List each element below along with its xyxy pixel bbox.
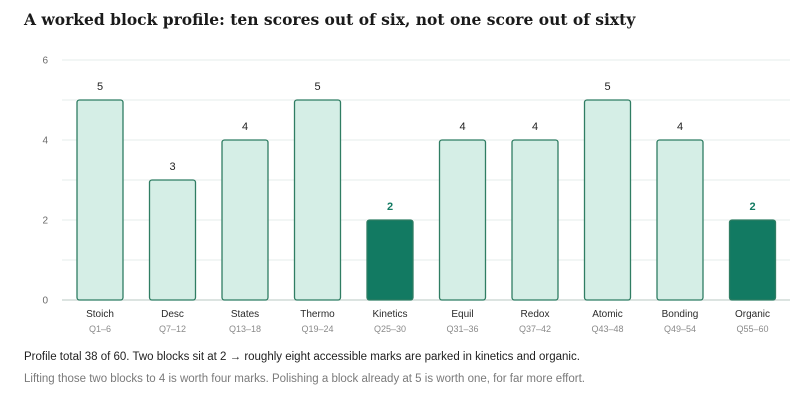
bar-value-label: 4 xyxy=(459,121,465,133)
bar-organic xyxy=(728,219,777,301)
x-category-label: Redox xyxy=(521,309,550,320)
x-question-range-label: Q37–42 xyxy=(519,324,551,334)
x-question-range-label: Q25–30 xyxy=(374,324,406,334)
block-profile-bar-chart: 0 2 4 6 5 Stoich Q1–6 3 Desc Q7–12 4 States Q13–18 5 T… xyxy=(42,56,790,334)
x-category-label: States xyxy=(231,309,259,320)
bar-stoich xyxy=(76,99,124,301)
x-category-label: Atomic xyxy=(592,309,623,320)
profile-summary-note: Profile total 38 of 60. Two blocks sit a… xyxy=(24,351,580,363)
x-question-range-label: Q31–36 xyxy=(446,324,478,334)
y-tick-label: 4 xyxy=(42,136,48,147)
x-question-range-label: Q1–6 xyxy=(89,324,111,334)
bar-thermo xyxy=(293,99,342,301)
bar-value-label: 4 xyxy=(242,121,248,133)
x-category-label: Desc xyxy=(161,309,184,320)
bar-redox xyxy=(511,139,559,301)
bar-desc xyxy=(148,179,197,301)
bar-equil xyxy=(438,139,487,301)
y-tick-label: 6 xyxy=(42,56,48,67)
bar-value-label: 5 xyxy=(604,81,610,93)
bar-kinetics xyxy=(366,219,414,301)
x-category-label: Thermo xyxy=(300,309,335,320)
bar-value-label: 2 xyxy=(749,201,755,213)
x-question-range-label: Q43–48 xyxy=(591,324,623,334)
chart-title: A worked block profile: ten scores out o… xyxy=(24,10,636,29)
bar-value-label: 3 xyxy=(169,161,175,173)
x-category-label: Kinetics xyxy=(372,309,407,320)
x-category-label: Equil xyxy=(451,309,473,320)
advice-note: Lifting those two blocks to 4 is worth f… xyxy=(24,373,585,385)
bar-value-label: 2 xyxy=(387,201,393,213)
bar-states xyxy=(221,139,269,301)
x-question-range-label: Q19–24 xyxy=(301,324,333,334)
y-tick-label: 2 xyxy=(42,216,48,227)
x-question-range-label: Q55–60 xyxy=(736,324,768,334)
x-question-range-label: Q49–54 xyxy=(664,324,696,334)
bar-value-label: 5 xyxy=(314,81,320,93)
bar-value-label: 5 xyxy=(97,81,103,93)
bar-value-label: 4 xyxy=(677,121,683,133)
x-category-label: Organic xyxy=(735,309,770,320)
x-category-label: Bonding xyxy=(662,309,699,320)
y-tick-label: 0 xyxy=(42,296,48,307)
bar-bonding xyxy=(656,139,704,301)
bar-value-label: 4 xyxy=(532,121,538,133)
x-question-range-label: Q13–18 xyxy=(229,324,261,334)
bar-atomic xyxy=(583,99,632,301)
x-category-label: Stoich xyxy=(86,309,114,320)
x-question-range-label: Q7–12 xyxy=(159,324,186,334)
